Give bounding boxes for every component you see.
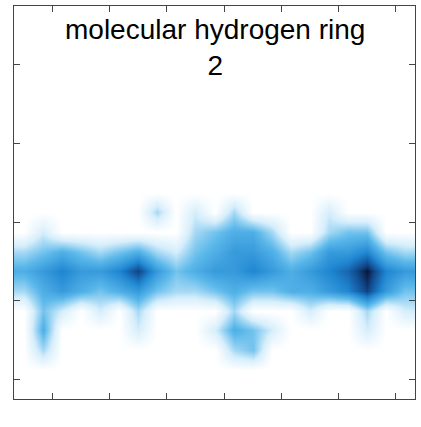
svg-text:molecular hydrogen ring2: molecular hydrogen ring2 (65, 14, 365, 81)
